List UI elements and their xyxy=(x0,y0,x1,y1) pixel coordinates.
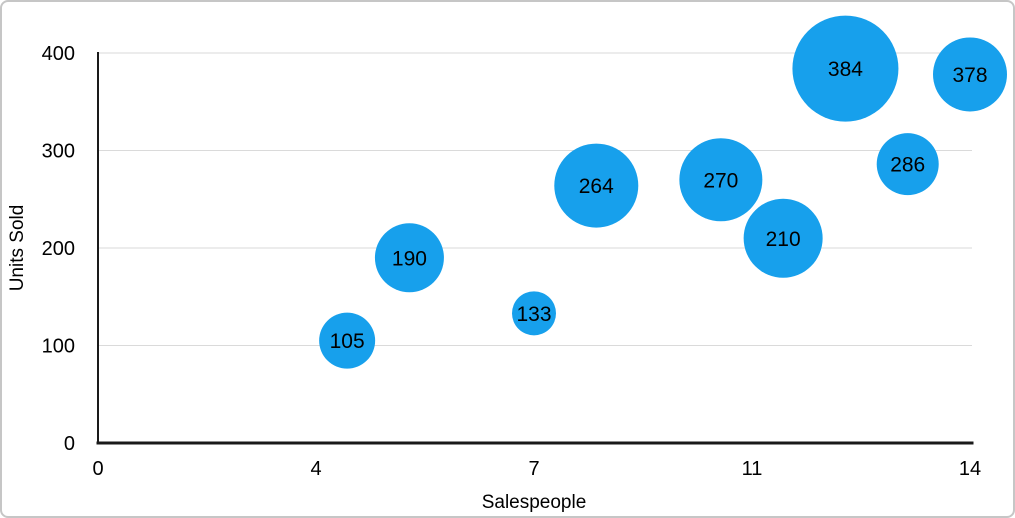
bubble[interactable] xyxy=(554,143,639,228)
y-tick-label: 0 xyxy=(64,433,75,455)
y-tick-label: 400 xyxy=(42,43,75,65)
bubble[interactable] xyxy=(743,198,823,278)
x-tick-label: 4 xyxy=(310,458,321,480)
bubble-label: 384 xyxy=(828,58,863,81)
x-tick-label: 7 xyxy=(528,458,539,480)
bubble-label: 210 xyxy=(766,228,801,251)
bubble[interactable] xyxy=(679,138,763,222)
bubble[interactable] xyxy=(319,312,376,369)
bubble[interactable] xyxy=(876,133,939,196)
bubble-label: 190 xyxy=(392,247,427,270)
bubble[interactable] xyxy=(792,15,899,122)
bubble[interactable] xyxy=(933,37,1007,112)
y-axis-title: Units Sold xyxy=(7,205,28,292)
y-tick-label: 100 xyxy=(42,336,75,358)
x-axis-title: Salespeople xyxy=(482,492,587,513)
bubble[interactable] xyxy=(512,291,556,336)
bubble-label: 133 xyxy=(516,303,551,326)
x-tick-label: 11 xyxy=(742,458,763,480)
bubble[interactable] xyxy=(374,223,444,293)
bubble-label: 105 xyxy=(330,330,365,353)
x-tick-label: 14 xyxy=(959,458,981,480)
bubble-label: 264 xyxy=(579,175,614,198)
y-tick-label: 300 xyxy=(42,141,75,163)
y-tick-label: 200 xyxy=(42,238,75,260)
bubble-label: 378 xyxy=(952,64,987,87)
x-tick-label: 0 xyxy=(92,458,103,480)
bubble-label: 270 xyxy=(703,169,738,192)
bubble-label: 286 xyxy=(890,154,925,177)
